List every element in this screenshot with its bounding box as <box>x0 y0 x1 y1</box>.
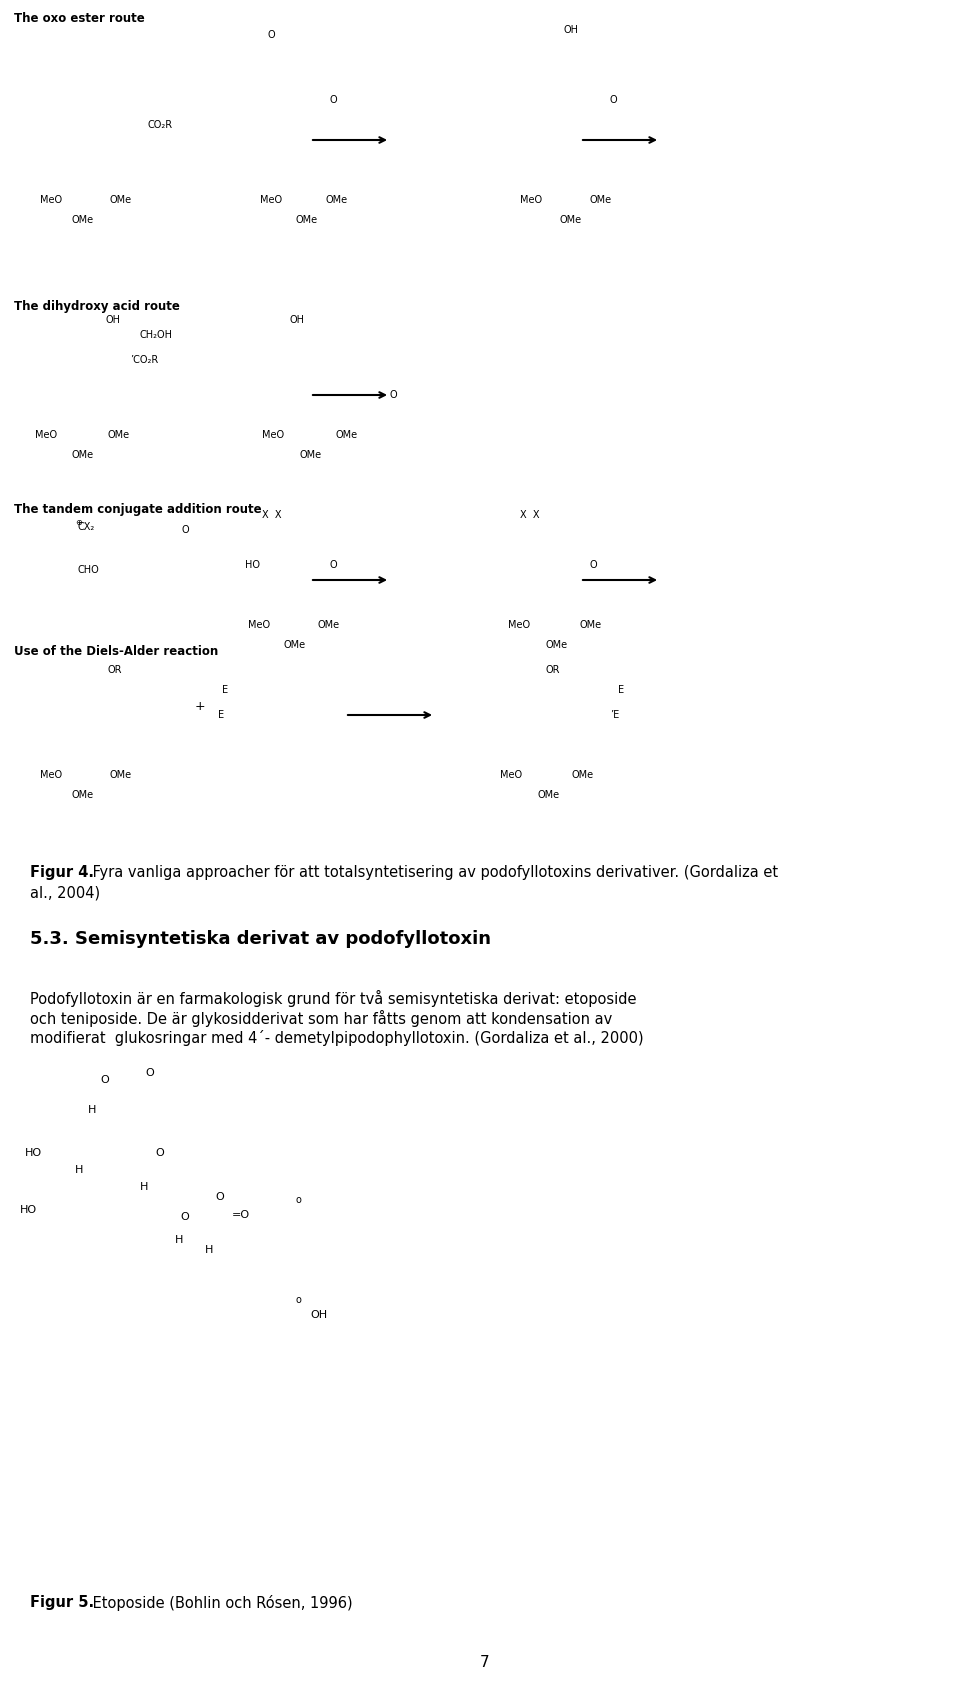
Text: O: O <box>390 391 397 401</box>
Text: 5.3. Semisyntetiska derivat av podofyllotoxin: 5.3. Semisyntetiska derivat av podofyllo… <box>30 931 491 947</box>
Text: HO: HO <box>20 1206 37 1216</box>
Text: H: H <box>88 1105 96 1116</box>
Text: O: O <box>267 31 275 41</box>
Text: X  X: X X <box>520 509 540 520</box>
Text: The tandem conjugate addition route: The tandem conjugate addition route <box>14 503 262 516</box>
Text: OMe: OMe <box>538 790 560 800</box>
Text: MeO: MeO <box>500 769 522 779</box>
Text: MeO: MeO <box>40 195 62 205</box>
Text: O: O <box>590 560 598 571</box>
Text: X  X: X X <box>262 509 281 520</box>
Text: O: O <box>145 1068 154 1078</box>
Text: MeO: MeO <box>520 195 542 205</box>
Text: =O: =O <box>232 1211 251 1219</box>
Text: OMe: OMe <box>300 450 323 460</box>
Text: CHO: CHO <box>78 565 100 576</box>
Text: MeO: MeO <box>508 620 530 630</box>
Text: modifierat  glukosringar med 4´- demetylpipodophyllotoxin. (Gordaliza et al., 20: modifierat glukosringar med 4´- demetylp… <box>30 1031 643 1046</box>
Text: ⊕: ⊕ <box>75 518 82 526</box>
Text: Figur 5.: Figur 5. <box>30 1594 94 1610</box>
Text: H: H <box>140 1182 149 1192</box>
Text: OMe: OMe <box>318 620 340 630</box>
Text: OMe: OMe <box>590 195 612 205</box>
Text: +: + <box>195 700 205 713</box>
Text: och teniposide. De är glykosidderivat som har fåtts genom att kondensation av: och teniposide. De är glykosidderivat so… <box>30 1010 612 1027</box>
Text: OH: OH <box>290 316 305 324</box>
Text: OMe: OMe <box>572 769 594 779</box>
Text: OH: OH <box>105 316 120 324</box>
Text: CH₂OH: CH₂OH <box>140 329 173 340</box>
Text: O: O <box>330 560 338 571</box>
Text: H: H <box>175 1234 183 1245</box>
Text: OR: OR <box>108 666 123 676</box>
Text: E: E <box>618 684 624 694</box>
Text: Fyra vanliga approacher för att totalsyntetisering av podofyllotoxins derivative: Fyra vanliga approacher för att totalsyn… <box>88 864 779 880</box>
Text: OH: OH <box>563 25 578 36</box>
Text: OMe: OMe <box>325 195 348 205</box>
Text: o: o <box>295 1195 300 1206</box>
Text: OMe: OMe <box>72 790 94 800</box>
Text: O: O <box>215 1192 224 1202</box>
Text: Use of the Diels-Alder reaction: Use of the Diels-Alder reaction <box>14 645 218 659</box>
Text: o: o <box>295 1296 300 1306</box>
Text: OMe: OMe <box>72 450 94 460</box>
Text: CX₂: CX₂ <box>78 521 95 531</box>
Text: OH: OH <box>310 1309 327 1319</box>
Text: MeO: MeO <box>40 769 62 779</box>
Text: O: O <box>100 1075 108 1085</box>
Text: The oxo ester route: The oxo ester route <box>14 12 145 25</box>
Text: OR: OR <box>545 666 560 676</box>
Text: O: O <box>180 1212 189 1223</box>
Text: OMe: OMe <box>108 430 131 440</box>
Text: 7: 7 <box>480 1656 490 1671</box>
Text: OMe: OMe <box>295 216 317 226</box>
Text: O: O <box>610 95 617 105</box>
Text: OMe: OMe <box>335 430 357 440</box>
Text: OMe: OMe <box>283 640 305 650</box>
Text: OMe: OMe <box>560 216 582 226</box>
Text: MeO: MeO <box>248 620 270 630</box>
Text: H: H <box>205 1245 213 1255</box>
Text: al., 2004): al., 2004) <box>30 885 100 900</box>
Text: OMe: OMe <box>580 620 602 630</box>
Text: MeO: MeO <box>262 430 284 440</box>
Text: HO: HO <box>25 1148 42 1158</box>
Text: CO₂R: CO₂R <box>148 121 173 131</box>
Text: E: E <box>218 710 224 720</box>
Text: O: O <box>182 525 190 535</box>
Text: Etoposide (Bohlin och Rósen, 1996): Etoposide (Bohlin och Rósen, 1996) <box>88 1594 352 1611</box>
Text: Podofyllotoxin är en farmakologisk grund för två semisyntetiska derivat: etoposi: Podofyllotoxin är en farmakologisk grund… <box>30 990 636 1007</box>
Text: MeO: MeO <box>35 430 58 440</box>
Text: OMe: OMe <box>110 769 132 779</box>
Text: O: O <box>330 95 338 105</box>
Text: H: H <box>75 1165 84 1175</box>
Text: MeO: MeO <box>260 195 282 205</box>
Text: OMe: OMe <box>72 216 94 226</box>
Text: Figur 4.: Figur 4. <box>30 864 94 880</box>
Text: OMe: OMe <box>110 195 132 205</box>
Text: OMe: OMe <box>545 640 567 650</box>
Text: ’CO₂R: ’CO₂R <box>130 355 158 365</box>
Text: ’E: ’E <box>610 710 619 720</box>
Text: O: O <box>155 1148 164 1158</box>
Text: E: E <box>222 684 228 694</box>
Text: HO: HO <box>245 560 260 571</box>
Text: The dihydroxy acid route: The dihydroxy acid route <box>14 301 180 312</box>
